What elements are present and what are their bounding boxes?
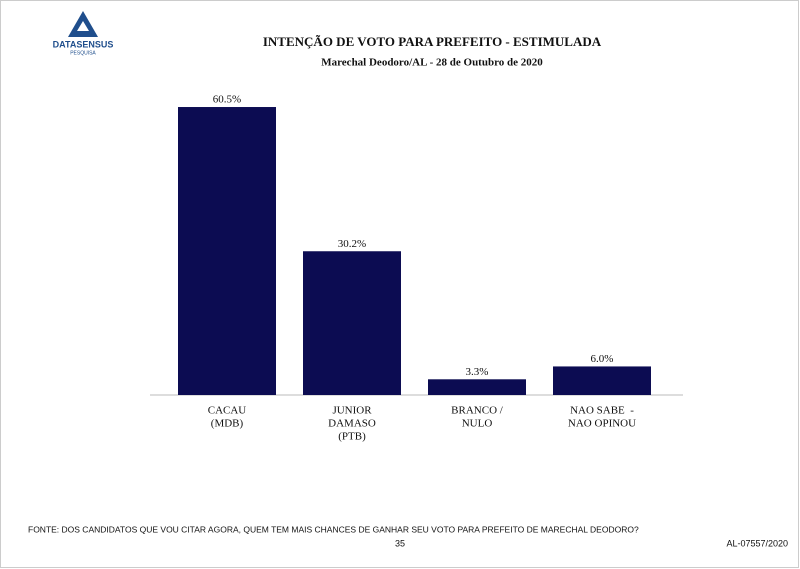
bar	[303, 251, 401, 395]
logo-mark-inner	[77, 21, 89, 31]
category-label: BRANCO /	[451, 405, 504, 417]
chart-title: INTENÇÃO DE VOTO PARA PREFEITO - ESTIMUL…	[263, 34, 602, 49]
value-label: 6.0%	[591, 353, 614, 365]
category-label: CACAU	[208, 405, 247, 417]
bar	[553, 366, 651, 395]
report-code: AL-07557/2020	[726, 538, 788, 548]
category-label: (PTB)	[338, 431, 366, 443]
chart-subtitle: Marechal Deodoro/AL - 28 de Outubro de 2…	[321, 57, 543, 69]
page-number: 35	[395, 538, 405, 548]
logo: DATASENSUS PESQUISA	[53, 11, 114, 56]
bar	[178, 107, 276, 396]
logo-name: DATASENSUS	[53, 39, 114, 49]
category-label: JUNIOR	[332, 405, 372, 417]
bar	[428, 379, 526, 395]
value-label: 30.2%	[338, 238, 366, 250]
value-label: 3.3%	[466, 366, 489, 378]
logo-tagline: PESQUISA	[70, 50, 96, 56]
footer-source: FONTE: DOS CANDIDATOS QUE VOU CITAR AGOR…	[28, 524, 639, 534]
category-label: NAO SABE -	[570, 405, 634, 417]
value-label: 60.5%	[213, 94, 241, 106]
category-label: (MDB)	[211, 418, 244, 430]
category-label: NULO	[462, 418, 493, 430]
category-label: DAMASO	[328, 418, 376, 430]
category-label: NAO OPINOU	[568, 418, 636, 430]
